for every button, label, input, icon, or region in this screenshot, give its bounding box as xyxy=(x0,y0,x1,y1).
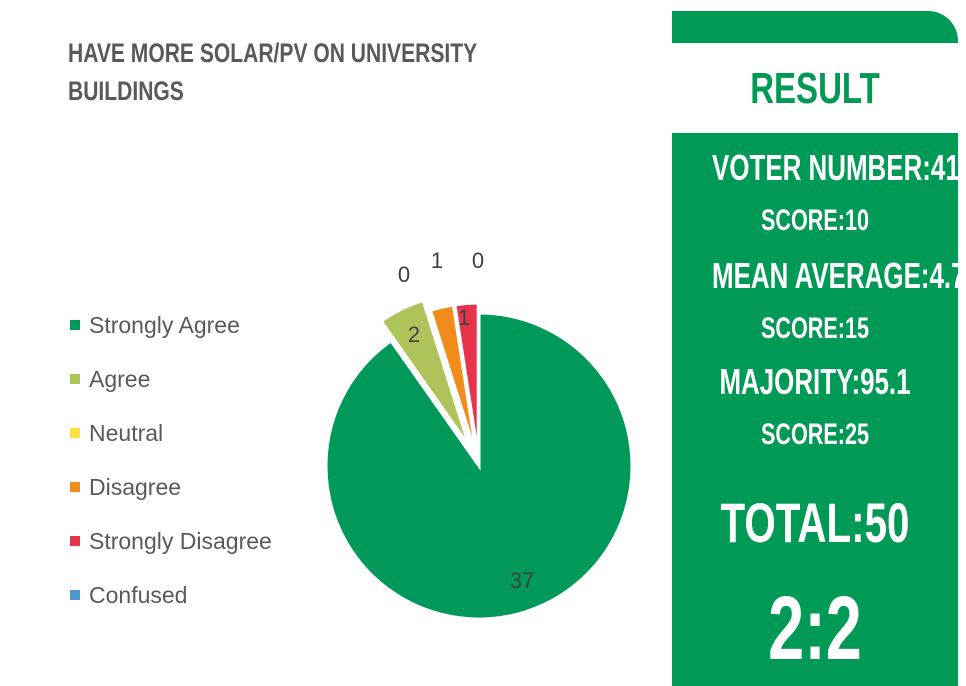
data-label: 2 xyxy=(408,322,420,347)
legend-label: Confused xyxy=(89,582,188,608)
legend-item: Disagree xyxy=(70,460,272,514)
data-label: 0 xyxy=(472,248,484,273)
legend-swatch xyxy=(70,536,80,546)
score-3: SCORE:25 xyxy=(760,418,870,451)
data-label: 1 xyxy=(431,248,443,273)
legend-label: Disagree xyxy=(89,474,182,500)
voter-number: VOTER NUMBER:41 xyxy=(712,147,958,188)
score-1: SCORE:10 xyxy=(760,204,870,237)
chart-title: HAVE MORE SOLAR/PV ON UNIVERSITY BUILDIN… xyxy=(68,38,477,106)
legend-label: Strongly Disagree xyxy=(89,528,272,554)
data-label: 37 xyxy=(510,568,534,593)
mean-average: MEAN AVERAGE:4.78 xyxy=(712,255,958,296)
total: TOTAL:50 xyxy=(720,491,910,554)
data-label: 1 xyxy=(458,305,470,330)
pie-slice-disagree xyxy=(428,303,479,457)
legend-swatch xyxy=(70,590,80,600)
ratio: 2:2 xyxy=(768,579,862,679)
majority: MAJORITY:95.1 xyxy=(719,361,911,402)
pie-slice-strongly-disagree xyxy=(453,301,480,457)
data-label: 0 xyxy=(398,262,410,287)
legend-swatch xyxy=(70,374,80,384)
result-header-band xyxy=(672,11,958,43)
legend: Strongly Agree Agree Neutral Disagree Strong… xyxy=(70,298,272,622)
legend-item: Neutral xyxy=(70,406,272,460)
pie-slice-strongly-agree xyxy=(324,311,634,621)
legend-item: Strongly Agree xyxy=(70,298,272,352)
legend-label: Strongly Agree xyxy=(89,312,240,338)
pie-slice-agree xyxy=(379,298,471,448)
legend-swatch xyxy=(70,428,80,438)
legend-label: Neutral xyxy=(89,420,164,446)
result-heading: RESULT xyxy=(750,64,880,113)
result-panel: VOTER NUMBER:41 SCORE:10 MEAN AVERAGE:4.… xyxy=(672,133,958,686)
legend-label: Agree xyxy=(89,366,151,392)
legend-item: Agree xyxy=(70,352,272,406)
score-2: SCORE:15 xyxy=(760,312,870,345)
legend-swatch xyxy=(70,320,80,330)
legend-swatch xyxy=(70,482,80,492)
legend-item: Confused xyxy=(70,568,272,622)
legend-item: Strongly Disagree xyxy=(70,514,272,568)
